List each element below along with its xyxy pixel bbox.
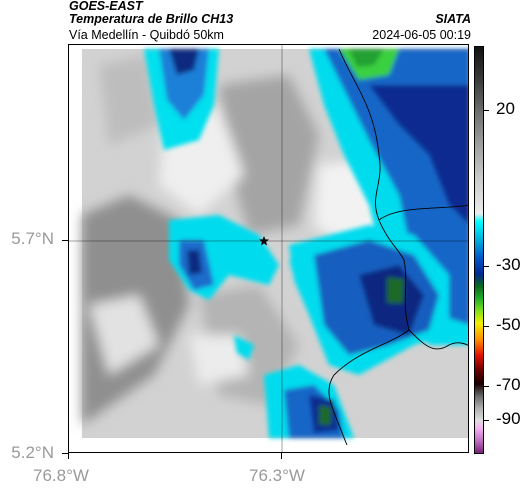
lat-tick-mark — [62, 453, 68, 454]
temperature-colorbar — [474, 46, 484, 454]
colorbar-tick — [484, 326, 489, 327]
colorbar-tick — [484, 386, 489, 387]
lon-tick-mark — [281, 453, 282, 459]
colorbar-tick — [484, 420, 489, 421]
organization-label: SIATA — [435, 12, 471, 26]
graticule — [69, 45, 468, 452]
colorbar-label: -50 — [496, 315, 521, 334]
colorbar-tick — [484, 266, 489, 267]
product-title: Temperatura de Brillo CH13 — [69, 12, 234, 26]
lat-tick-label: 5.2°N — [11, 443, 54, 462]
lon-tick-label: 76.3°W — [249, 466, 305, 485]
map-subtitle: Vía Medellín - Quibdó 50km — [69, 28, 224, 42]
lat-tick-mark — [62, 240, 68, 241]
map-panel[interactable] — [68, 44, 469, 453]
colorbar-label: -30 — [496, 255, 521, 274]
border-lines — [328, 48, 468, 446]
lat-tick-label: 5.7°N — [11, 229, 54, 248]
satellite-image — [82, 49, 468, 438]
colorbar-label: -90 — [496, 409, 521, 428]
brightness-temperature-map — [69, 45, 468, 452]
colorbar-tick — [484, 110, 489, 111]
star-icon — [259, 236, 269, 246]
timestamp: 2024-06-05 00:19 — [372, 28, 471, 42]
colorbar-label: -70 — [496, 375, 521, 394]
lon-tick-mark — [68, 453, 69, 459]
satellite-title: GOES-EAST — [69, 0, 143, 13]
colorbar-label: 20 — [496, 99, 515, 118]
lon-tick-label: 76.8°W — [33, 466, 89, 485]
